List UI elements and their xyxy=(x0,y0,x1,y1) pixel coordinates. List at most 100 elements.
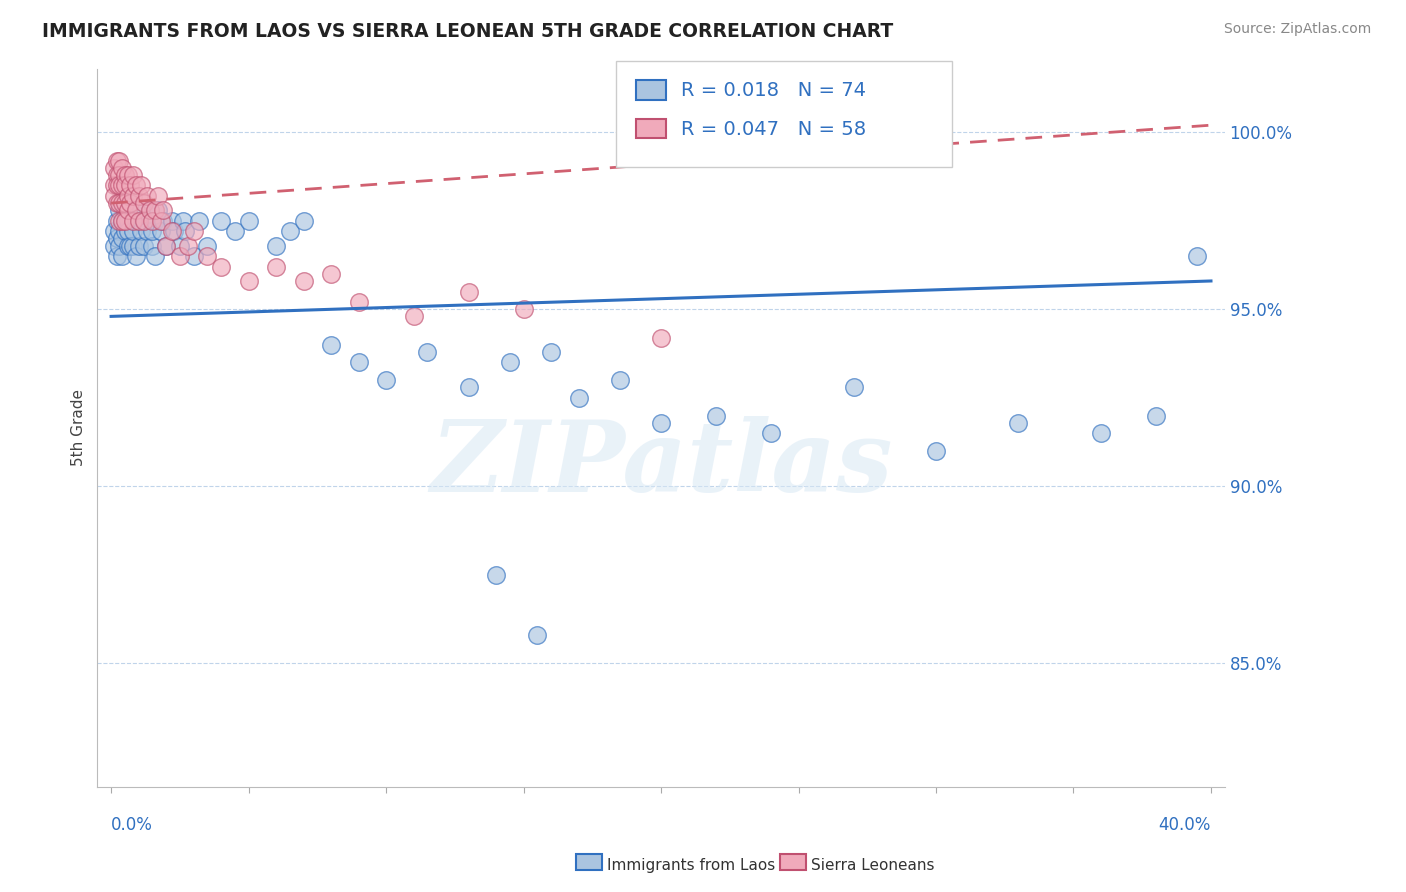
Point xyxy=(131,203,153,218)
Point xyxy=(103,161,125,175)
Text: 40.0%: 40.0% xyxy=(1159,815,1211,834)
Point xyxy=(163,224,186,238)
Point xyxy=(131,224,153,238)
Point xyxy=(152,203,174,218)
Text: Immigrants from Laos: Immigrants from Laos xyxy=(607,858,776,872)
Point xyxy=(114,203,136,218)
Point xyxy=(183,224,205,238)
Point xyxy=(264,260,287,274)
Point xyxy=(117,214,139,228)
Point xyxy=(264,238,287,252)
Point xyxy=(540,344,562,359)
Point xyxy=(132,238,155,252)
Point xyxy=(105,214,128,228)
Point xyxy=(111,196,134,211)
Point xyxy=(209,260,232,274)
Point xyxy=(141,238,163,252)
Point xyxy=(138,203,160,218)
Point xyxy=(141,214,163,228)
Point xyxy=(132,196,155,211)
Point xyxy=(117,168,139,182)
Point xyxy=(135,189,157,203)
Point xyxy=(125,178,148,193)
Point xyxy=(105,168,128,182)
Point xyxy=(224,224,246,238)
Point xyxy=(117,189,139,203)
Point xyxy=(141,224,163,238)
Point xyxy=(146,203,169,218)
Point xyxy=(114,214,136,228)
Point xyxy=(567,391,589,405)
Point xyxy=(125,249,148,263)
Point xyxy=(172,214,194,228)
Point xyxy=(103,238,125,252)
Point xyxy=(120,238,142,252)
Point xyxy=(120,196,142,211)
Point xyxy=(149,214,172,228)
Point xyxy=(238,214,260,228)
Point xyxy=(526,628,548,642)
Point xyxy=(183,249,205,263)
Point xyxy=(1144,409,1167,423)
Point xyxy=(114,196,136,211)
Point xyxy=(128,189,150,203)
Point xyxy=(195,238,218,252)
Point xyxy=(1007,416,1029,430)
Point xyxy=(319,337,342,351)
Point xyxy=(169,249,191,263)
Point xyxy=(174,224,197,238)
Point xyxy=(169,238,191,252)
Point xyxy=(238,274,260,288)
Point xyxy=(132,214,155,228)
Text: Sierra Leoneans: Sierra Leoneans xyxy=(811,858,935,872)
Point xyxy=(122,224,145,238)
Point xyxy=(149,224,172,238)
Point xyxy=(485,567,508,582)
Point xyxy=(114,168,136,182)
Text: R = 0.018   N = 74: R = 0.018 N = 74 xyxy=(681,81,866,101)
Point xyxy=(105,249,128,263)
Point xyxy=(111,161,134,175)
Point xyxy=(152,214,174,228)
Point xyxy=(120,196,142,211)
Text: 0.0%: 0.0% xyxy=(111,815,153,834)
Point xyxy=(103,178,125,193)
Text: Source: ZipAtlas.com: Source: ZipAtlas.com xyxy=(1223,22,1371,37)
Point xyxy=(125,203,148,218)
Point xyxy=(347,295,370,310)
Point xyxy=(108,224,131,238)
Point xyxy=(512,302,534,317)
Point xyxy=(108,196,131,211)
Point xyxy=(111,214,134,228)
Point xyxy=(105,196,128,211)
Point xyxy=(416,344,439,359)
Point xyxy=(105,178,128,193)
Point xyxy=(103,189,125,203)
Point xyxy=(103,224,125,238)
Point xyxy=(117,238,139,252)
Point xyxy=(457,380,479,394)
Point xyxy=(292,274,315,288)
Point xyxy=(108,178,131,193)
Point xyxy=(108,214,131,228)
Point xyxy=(209,214,232,228)
Point xyxy=(117,203,139,218)
Point xyxy=(146,189,169,203)
Point xyxy=(122,168,145,182)
Text: ZIPatlas: ZIPatlas xyxy=(430,416,893,512)
Point xyxy=(131,178,153,193)
Point xyxy=(347,355,370,369)
Point xyxy=(160,214,183,228)
Point xyxy=(278,224,301,238)
Point xyxy=(499,355,522,369)
Y-axis label: 5th Grade: 5th Grade xyxy=(72,390,86,467)
Point xyxy=(155,238,177,252)
Point xyxy=(114,178,136,193)
Point xyxy=(188,214,211,228)
Point xyxy=(132,214,155,228)
Point xyxy=(105,231,128,245)
Point xyxy=(125,203,148,218)
Text: IMMIGRANTS FROM LAOS VS SIERRA LEONEAN 5TH GRADE CORRELATION CHART: IMMIGRANTS FROM LAOS VS SIERRA LEONEAN 5… xyxy=(42,22,893,41)
Point xyxy=(122,238,145,252)
Point xyxy=(122,189,145,203)
